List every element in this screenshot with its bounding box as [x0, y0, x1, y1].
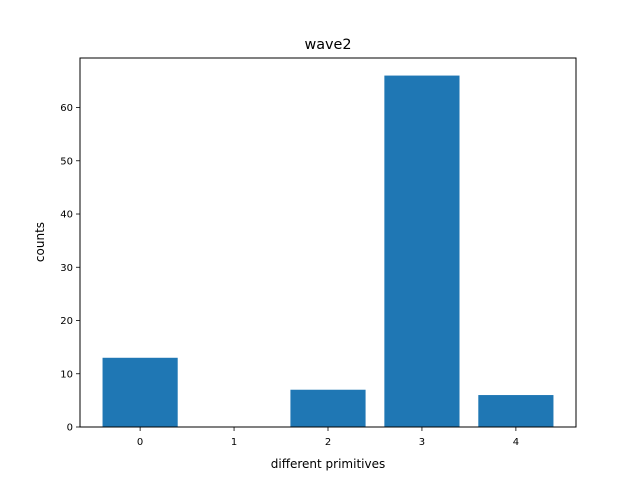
x-axis-label: different primitives: [271, 457, 385, 471]
x-tick-label-1: 1: [231, 437, 237, 448]
x-ticks-group: 0 1 2 3 4: [137, 427, 519, 448]
y-tick-label-0: 0: [67, 423, 73, 434]
x-tick-label-2: 2: [325, 437, 331, 448]
bar-0: [102, 357, 178, 427]
y-tick-label-10: 10: [60, 369, 73, 380]
y-axis-label: counts: [33, 222, 47, 262]
y-tick-label-20: 20: [60, 316, 73, 327]
x-tick-label-4: 4: [513, 437, 519, 448]
bars-group: [102, 75, 554, 428]
y-tick-label-50: 50: [60, 156, 73, 167]
x-tick-label-0: 0: [137, 437, 143, 448]
bar-4: [478, 395, 554, 427]
bar-2: [290, 389, 366, 427]
x-tick-label-3: 3: [419, 437, 425, 448]
y-tick-label-40: 40: [60, 210, 73, 221]
y-tick-label-30: 30: [60, 263, 73, 274]
bar-3: [384, 75, 460, 428]
y-ticks-group: 0 10 20 30 40 50 60: [60, 103, 80, 434]
chart-title: wave2: [304, 37, 351, 53]
plot-frame: [79, 57, 577, 428]
y-tick-label-60: 60: [60, 103, 73, 114]
